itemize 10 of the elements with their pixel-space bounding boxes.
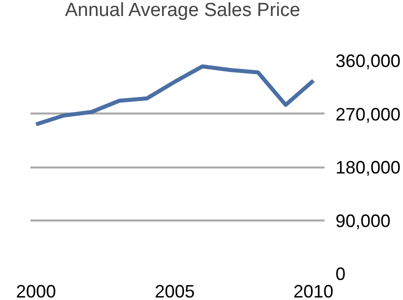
x-tick-label: 2000	[16, 282, 56, 300]
line-series	[34, 64, 316, 126]
x-tick-label: 2010	[293, 282, 334, 300]
text: Annual Average Sales Price	[65, 0, 300, 22]
y-tick-label: 90,000	[336, 210, 391, 231]
y-tick-label: 180,000	[336, 158, 401, 178]
y-tick-label: 360,000	[336, 51, 401, 71]
y-tick-label: 270,000	[336, 104, 401, 124]
y-tick-label: 0	[336, 264, 346, 284]
x-tick-label: 2005	[154, 282, 195, 300]
